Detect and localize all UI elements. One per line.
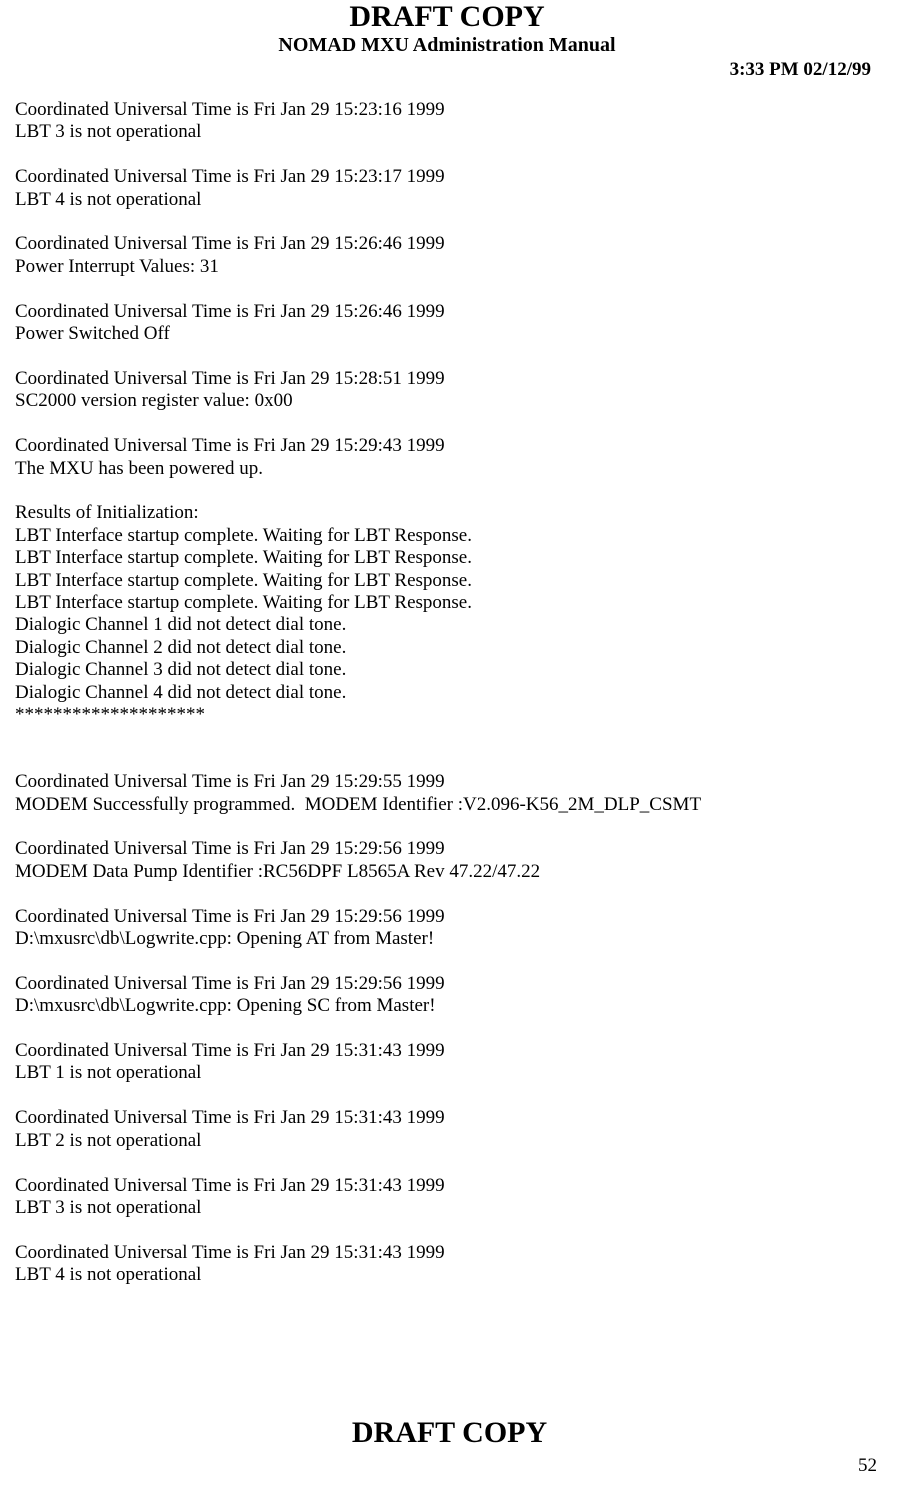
page-header: DRAFT COPY NOMAD MXU Administration Manu… <box>15 0 879 57</box>
header-timestamp: 3:33 PM 02/12/99 <box>15 59 879 81</box>
document-page: DRAFT COPY NOMAD MXU Administration Manu… <box>0 0 899 1485</box>
log-body-text: Coordinated Universal Time is Fri Jan 29… <box>15 99 879 1287</box>
header-subtitle: NOMAD MXU Administration Manual <box>15 33 879 57</box>
header-title: DRAFT COPY <box>15 0 879 33</box>
page-number: 52 <box>858 1455 877 1477</box>
footer-title: DRAFT COPY <box>0 1416 899 1450</box>
